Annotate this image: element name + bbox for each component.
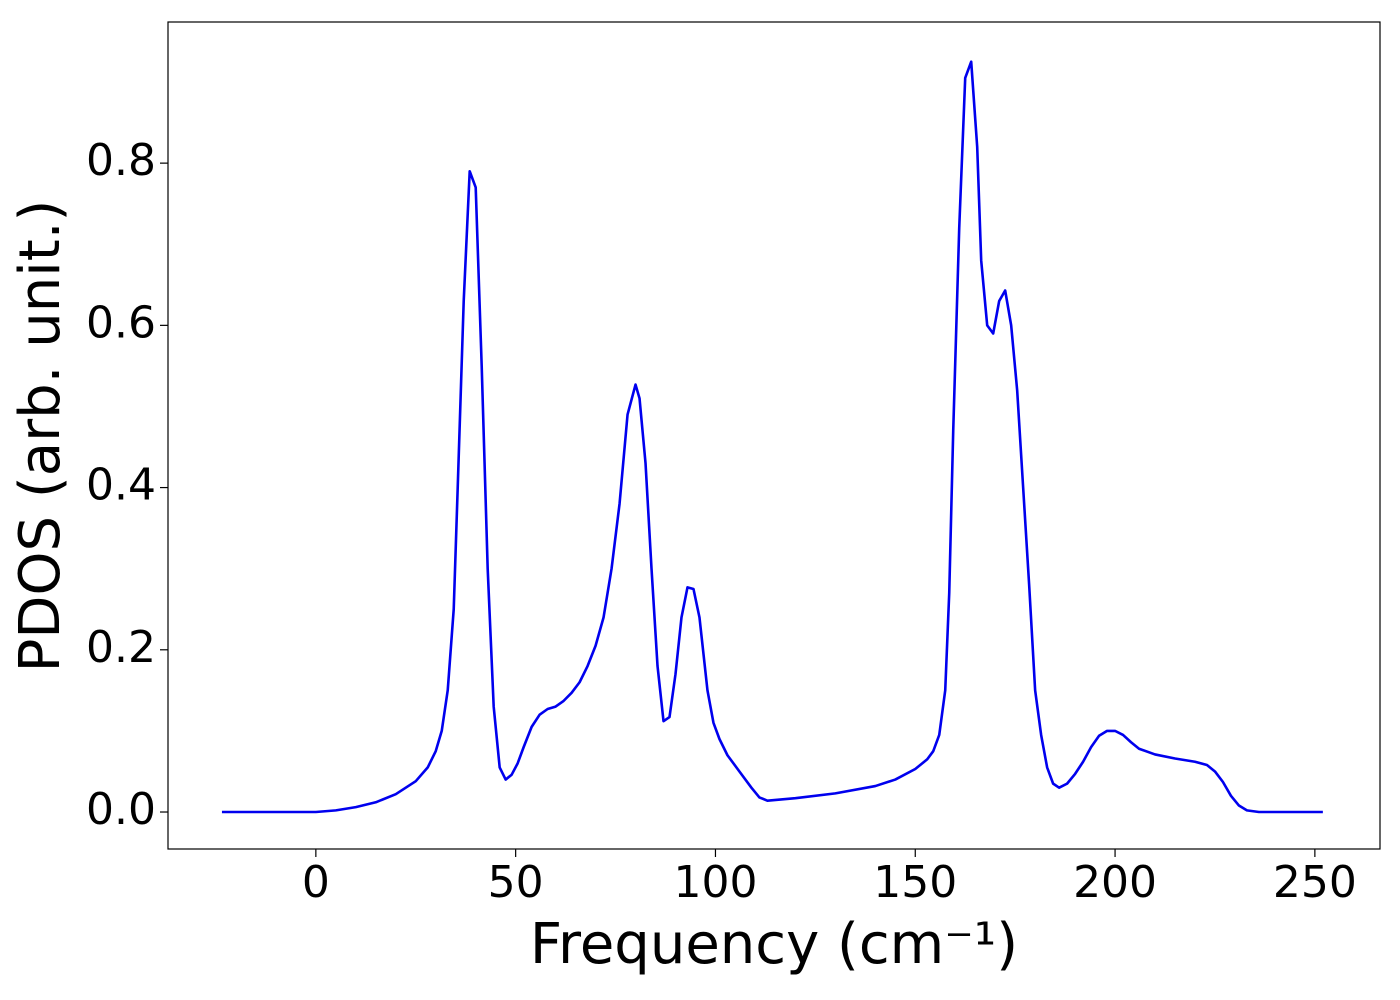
y-axis-label: PDOS (arb. unit.) [8,200,73,673]
x-tick-label: 150 [873,857,957,908]
plot-frame [167,21,1381,850]
y-tick-label: 0.0 [86,784,156,835]
x-axis-label: Frequency (cm⁻¹) [530,912,1018,977]
y-tick-label: 0.8 [86,135,156,186]
x-tick-label: 200 [1073,857,1157,908]
x-tick-label: 0 [302,857,330,908]
y-tick-label: 0.2 [86,622,156,673]
x-tick-label: 100 [673,857,757,908]
x-tick-label: 50 [488,857,544,908]
y-tick-label: 0.4 [86,460,156,511]
x-tick-label: 250 [1273,857,1357,908]
line [221,60,1323,814]
y-tick-label: 0.6 [86,297,156,348]
